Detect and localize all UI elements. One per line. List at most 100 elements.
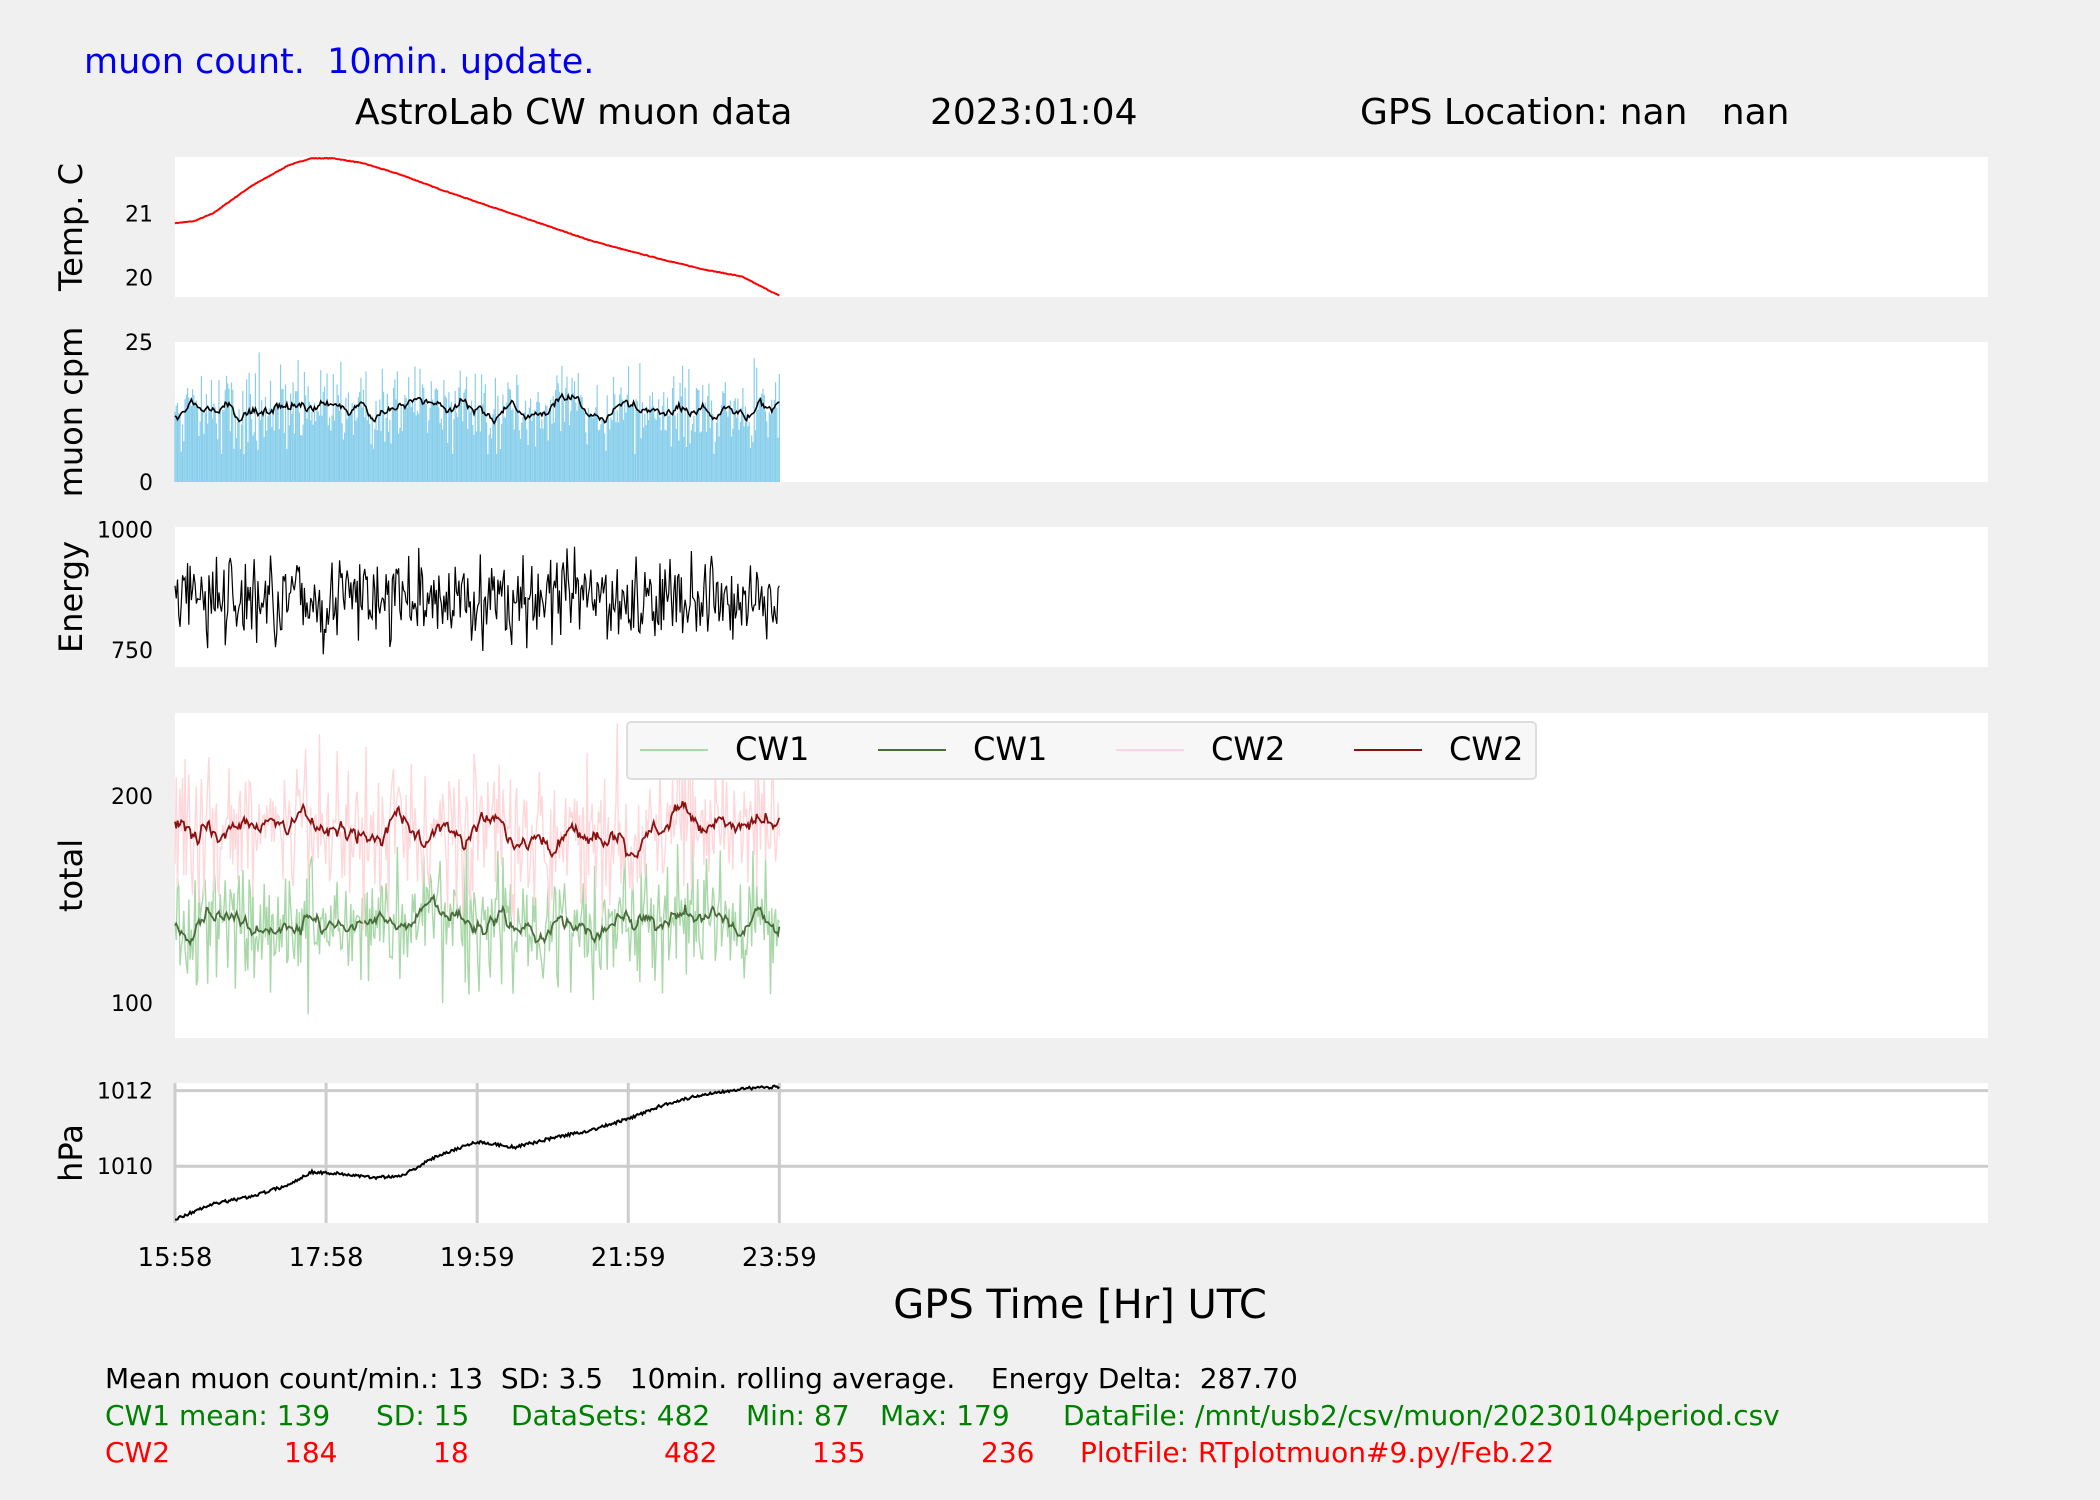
cpm-bar <box>562 400 564 482</box>
ytick-label: 1000 <box>97 518 153 543</box>
cpm-bar <box>536 401 538 482</box>
cpm-bar <box>506 402 508 482</box>
cpm-bar <box>507 382 509 482</box>
cpm-bar <box>345 397 347 482</box>
cpm-bar <box>404 395 406 482</box>
cpm-bar <box>777 437 779 482</box>
cpm-bar <box>585 432 587 482</box>
cpm-bar <box>248 372 250 482</box>
cw2-min: 135 <box>812 1436 866 1469</box>
cpm-bar <box>653 406 655 482</box>
cpm-bar <box>629 405 631 482</box>
cpm-bar <box>550 399 552 482</box>
ylabel-energy: Energy <box>52 541 90 653</box>
cpm-bar <box>307 386 309 482</box>
cpm-bar <box>514 407 517 482</box>
cpm-bar <box>208 407 210 482</box>
cw2-mean: 184 <box>284 1436 338 1469</box>
cpm-bar <box>220 454 223 482</box>
cpm-bar <box>298 412 300 482</box>
cpm-bar <box>611 420 613 482</box>
cpm-bar <box>458 387 460 482</box>
cpm-bar <box>749 448 752 482</box>
cpm-bar <box>484 384 486 482</box>
cpm-bar <box>635 399 637 482</box>
cpm-bar <box>454 390 456 482</box>
cw1-mean: CW1 mean: 139 <box>105 1399 331 1432</box>
cpm-bar <box>573 381 576 482</box>
cpm-bar <box>690 430 692 482</box>
cpm-bar <box>480 374 483 482</box>
cpm-bar <box>708 383 710 482</box>
cpm-bar <box>312 424 314 482</box>
cpm-bar <box>685 447 687 482</box>
cpm-bar <box>401 431 404 482</box>
cpm-bar <box>528 407 530 482</box>
cpm-bar <box>289 393 292 482</box>
cpm-bar <box>370 444 372 482</box>
cpm-bar <box>398 433 400 482</box>
cpm-bar <box>552 395 554 482</box>
cpm-bar <box>531 421 533 482</box>
cpm-bar <box>424 400 426 482</box>
cpm-bar <box>478 407 480 482</box>
cpm-bar <box>311 411 313 482</box>
cpm-bar <box>561 366 563 482</box>
cpm-bar <box>733 401 735 482</box>
cpm-bar <box>395 399 397 482</box>
cpm-bar <box>340 361 342 482</box>
cpm-bar <box>281 388 283 482</box>
cpm-bar <box>715 422 718 482</box>
cpm-bar <box>578 400 581 482</box>
cpm-bar <box>262 415 264 482</box>
cpm-bar <box>313 402 316 482</box>
cpm-bar <box>594 412 596 482</box>
cpm-bar <box>571 377 573 482</box>
cpm-bar <box>519 438 522 482</box>
cpm-bar <box>434 389 436 482</box>
cpm-bar <box>277 407 279 482</box>
cpm-bar <box>616 410 618 482</box>
cpm-bar <box>346 418 348 482</box>
cpm-bar <box>184 399 186 482</box>
cpm-bar <box>179 414 181 482</box>
cpm-bar <box>259 420 262 482</box>
cpm-bar <box>725 411 728 482</box>
cpm-bar <box>258 352 260 482</box>
cpm-bar <box>713 454 715 482</box>
cpm-bar <box>762 388 764 482</box>
cw2-sd: 18 <box>433 1436 469 1469</box>
cpm-bar <box>266 430 268 482</box>
cpm-bar <box>323 386 326 482</box>
cpm-bar <box>467 429 469 482</box>
cpm-bar <box>409 402 411 482</box>
cpm-bar <box>438 407 440 482</box>
cpm-bar <box>673 376 675 482</box>
cpm-bar <box>362 389 365 482</box>
cpm-bar <box>675 428 677 482</box>
cpm-bar <box>768 412 770 482</box>
cpm-bar <box>565 388 567 482</box>
cpm-bar <box>191 389 194 482</box>
cpm-bar <box>415 415 417 482</box>
cpm-bar <box>477 408 479 482</box>
cpm-bar <box>493 409 495 482</box>
cpm-bar <box>228 388 230 482</box>
cpm-bar <box>233 448 235 482</box>
cpm-bar <box>235 438 238 482</box>
cpm-bar <box>705 431 708 482</box>
cpm-bar <box>327 425 329 482</box>
cpm-bar <box>683 436 685 482</box>
cpm-bar <box>621 399 623 482</box>
cpm-bar <box>308 401 311 482</box>
cpm-bar <box>758 397 760 482</box>
legend-label: CW1 <box>735 730 809 768</box>
cpm-bar <box>533 409 535 482</box>
ytick-label: 750 <box>111 639 153 664</box>
cpm-bar <box>600 424 602 482</box>
cpm-bar <box>537 391 539 482</box>
cpm-bar <box>532 413 534 482</box>
cpm-bar <box>615 422 617 482</box>
cpm-bar <box>619 394 621 482</box>
cpm-bar <box>566 376 568 482</box>
